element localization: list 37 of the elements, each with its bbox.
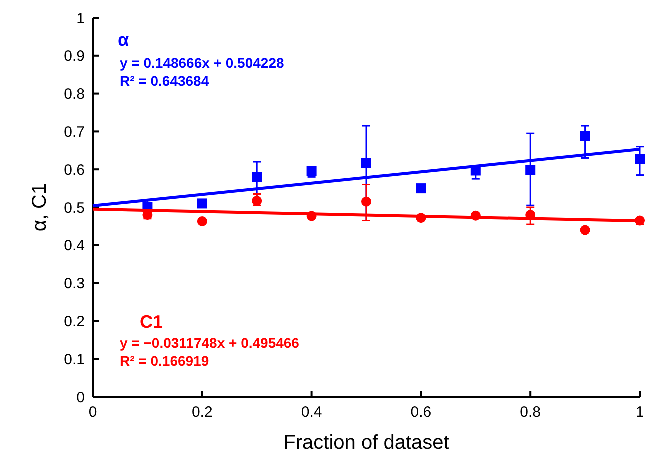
y-tick-label: 0 xyxy=(76,389,85,406)
text: C1 xyxy=(140,312,164,332)
point xyxy=(306,166,317,176)
y-tick-label: 0.2 xyxy=(64,313,85,330)
y-tick-label: 0.1 xyxy=(64,351,85,368)
x-tick-label: 0.4 xyxy=(301,404,322,421)
point xyxy=(362,196,372,207)
annotation: y = −0.0311748x + 0.495466 xyxy=(120,335,300,351)
x-tick-label: 0.8 xyxy=(520,404,542,421)
x-tick-label: 0.2 xyxy=(192,404,213,421)
y-tick-label: 1 xyxy=(76,10,85,28)
point xyxy=(580,131,590,142)
annotation: y = 0.148666x + 0.504228 xyxy=(120,55,284,71)
point xyxy=(580,225,590,236)
x-axis-title: Fraction of dataset xyxy=(284,432,450,454)
y-tick-label: 0.7 xyxy=(64,124,85,141)
point xyxy=(635,154,645,164)
point xyxy=(197,198,208,209)
x-tick-label: 1 xyxy=(636,404,644,421)
y-tick-label: 0.6 xyxy=(64,162,85,179)
y-tick-label: 0.8 xyxy=(64,86,85,104)
point xyxy=(416,184,426,194)
x-tick-label: 0.6 xyxy=(410,404,432,421)
annotation: R² = 0.166919 xyxy=(120,353,210,369)
x-tick-label: 0 xyxy=(88,404,98,421)
point xyxy=(362,158,372,168)
y-tick-label: 0.9 xyxy=(64,48,85,66)
point xyxy=(197,216,208,227)
annotation: R² = 0.643684 xyxy=(120,73,210,89)
text: α xyxy=(118,30,130,50)
point xyxy=(252,196,262,206)
point xyxy=(526,165,536,176)
point xyxy=(252,172,262,182)
y-tick-label: 0.5 xyxy=(64,200,85,217)
y-axis-title: α, C1 xyxy=(29,183,51,232)
y-tick-label: 0.3 xyxy=(64,276,85,293)
y-tick-label: 0.4 xyxy=(64,238,85,255)
